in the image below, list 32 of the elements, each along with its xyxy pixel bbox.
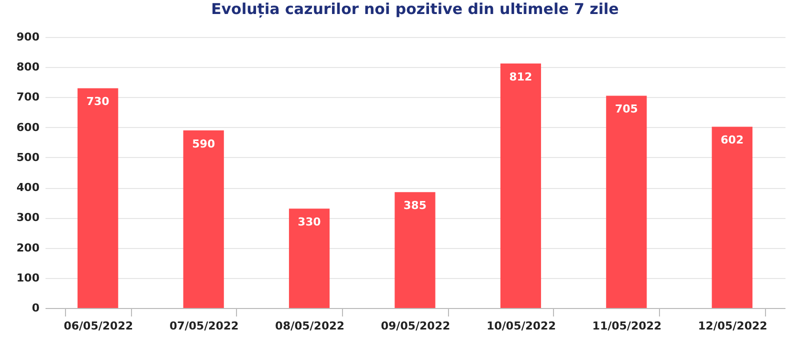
data-label: 590 — [192, 137, 216, 150]
data-label: 602 — [720, 134, 744, 147]
bar — [606, 96, 647, 308]
y-tick-label: 300 — [16, 211, 40, 224]
data-label: 385 — [404, 199, 426, 212]
x-tick-label: 06/05/2022 — [64, 320, 133, 332]
x-tick-label: 09/05/2022 — [380, 320, 450, 332]
bar — [394, 192, 436, 308]
x-tick-label: 07/05/2022 — [169, 320, 239, 332]
bar — [500, 64, 542, 308]
y-tick-label: 100 — [16, 271, 40, 284]
chart-title: Evoluția cazurilor noi pozitive din ultimele 7 zile — [211, 0, 619, 18]
y-tick-label: 600 — [16, 120, 40, 134]
y-tick-label: 500 — [16, 150, 40, 164]
data-label: 812 — [509, 70, 532, 84]
y-tick-label: 400 — [16, 181, 40, 194]
y-tick-label: 800 — [16, 60, 40, 74]
x-tick-label: 08/05/2022 — [275, 320, 344, 332]
y-tick-label: 200 — [16, 241, 40, 254]
x-tick-label: 11/05/2022 — [592, 320, 662, 332]
x-tick-label: 10/05/2022 — [486, 320, 556, 332]
data-label: 705 — [614, 102, 638, 116]
y-tick-label: 900 — [16, 30, 40, 44]
data-label: 330 — [298, 216, 322, 229]
data-label: 730 — [86, 95, 110, 108]
x-tick-label: 12/05/2022 — [698, 320, 768, 332]
bar — [183, 130, 224, 308]
bar — [78, 88, 118, 308]
bar — [712, 126, 752, 308]
y-tick-label: 0 — [32, 302, 40, 314]
y-tick-label: 700 — [16, 90, 40, 104]
bar — [288, 208, 330, 308]
